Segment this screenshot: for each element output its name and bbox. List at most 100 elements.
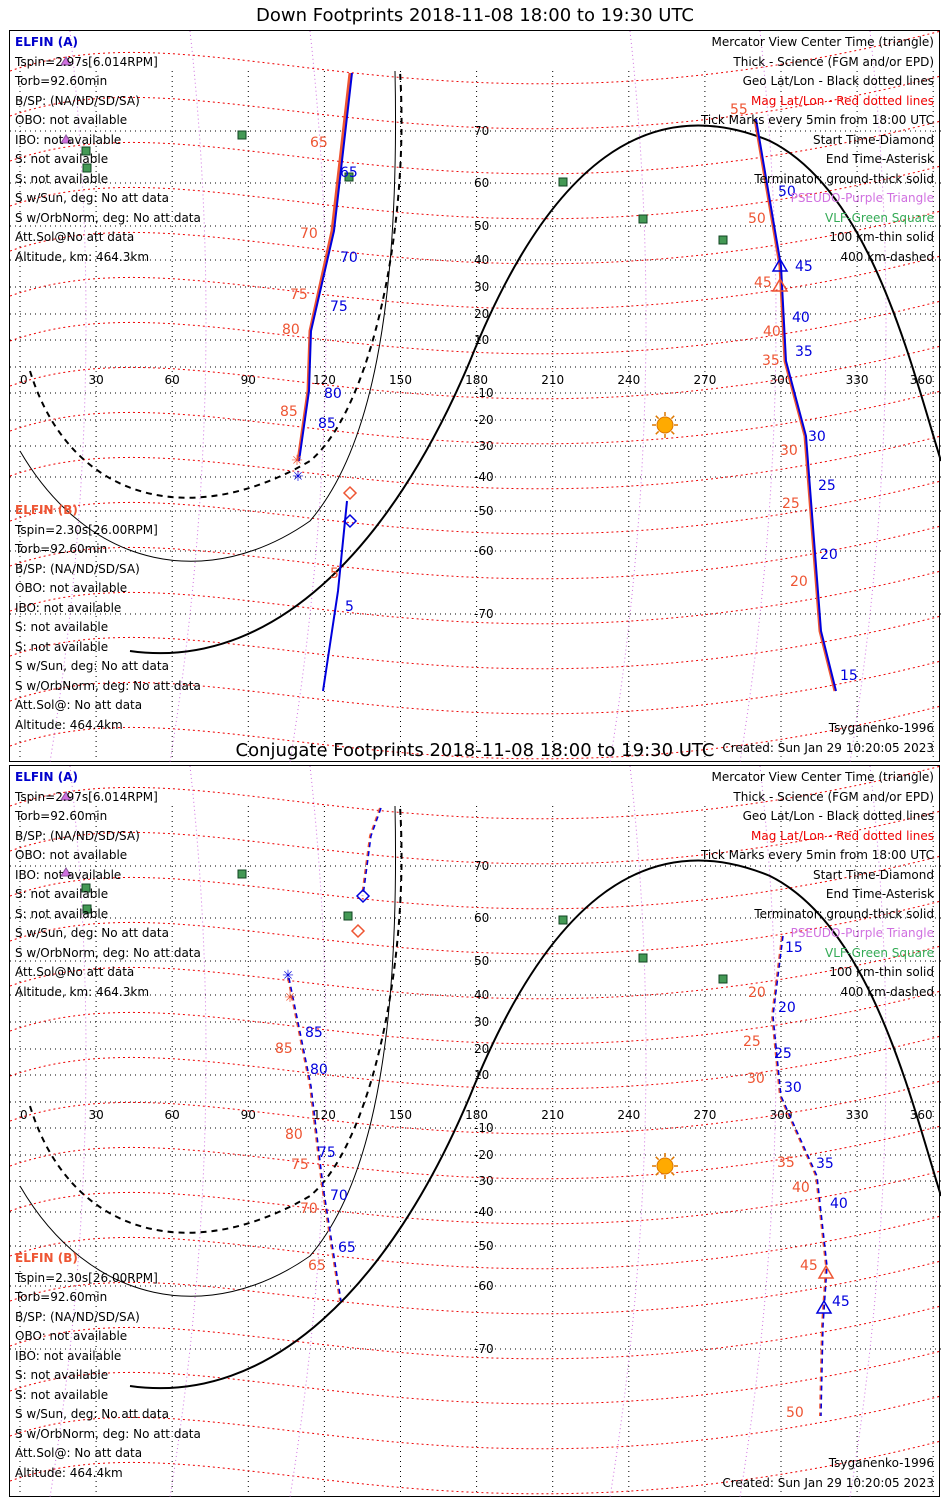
mlt-label-blue: 15 bbox=[785, 940, 803, 956]
lat-tick-label: -20 bbox=[474, 1148, 494, 1162]
mlt-label-blue: 85 bbox=[305, 1025, 323, 1041]
mlt-label-red: 40 bbox=[792, 1180, 810, 1196]
lon-tick-label: 0 bbox=[20, 1108, 28, 1122]
mlt-label-red: 85 bbox=[275, 1041, 293, 1057]
lon-tick-label: 330 bbox=[846, 373, 869, 387]
mlt-label-blue: 15 bbox=[840, 668, 858, 684]
elfin-a-start-diamond bbox=[342, 513, 358, 529]
mlt-label-blue: 35 bbox=[795, 344, 813, 360]
mag-latitude-line bbox=[10, 525, 941, 580]
mag-latitude-line bbox=[10, 120, 941, 175]
lon-tick-label: 210 bbox=[541, 373, 564, 387]
elfin-a-track-east bbox=[755, 118, 837, 692]
vlf-station-marker bbox=[638, 953, 648, 963]
info-line: S: not available bbox=[15, 639, 109, 654]
mlt-label-red: 65 bbox=[310, 135, 328, 151]
lon-tick-label: 30 bbox=[88, 1108, 103, 1122]
mag-latitude-line bbox=[10, 570, 941, 625]
elfin-a-info-down: ELFIN (A) Tspin=2.97s[6.014RPM] Torb=92.… bbox=[15, 33, 201, 267]
legend-line: Mercator View Center Time (triangle) bbox=[711, 35, 934, 49]
mag-grid bbox=[10, 31, 941, 763]
info-line: Torb=92.60min bbox=[15, 542, 108, 556]
lon-tick-label: 150 bbox=[389, 373, 412, 387]
info-line: IBO: not available bbox=[15, 867, 122, 882]
lat-tick-label: 30 bbox=[474, 280, 489, 294]
mag-latitude-line bbox=[10, 1080, 941, 1135]
mlt-label-blue: 20 bbox=[778, 1000, 796, 1016]
elfin-b-track bbox=[361, 807, 381, 897]
lon-tick-label: 270 bbox=[693, 373, 716, 387]
mlt-label-red: 20 bbox=[790, 574, 808, 590]
info-line: Tspin=2.97s[6.014RPM] bbox=[15, 54, 158, 69]
elfin-b-track-west bbox=[287, 977, 341, 1302]
info-line: S w/OrbNorm, deg: No att data bbox=[15, 1426, 201, 1441]
map-canvas-down: 0 30 60 90 120 150 180 210 240 270 300 330 360 70 60 50… bbox=[10, 31, 941, 763]
mag-latitude-line bbox=[10, 345, 941, 400]
elfin-a-end-asterisk: ✳ bbox=[292, 469, 304, 485]
model-info-conjugate: Tsyganenko-1996 Created: Sun Jan 29 10:2… bbox=[722, 1454, 934, 1493]
info-line: B/SP: (NA/ND/SD/SA) bbox=[15, 828, 140, 843]
mag-latitude-line bbox=[10, 165, 941, 220]
vlf-station-marker bbox=[343, 911, 353, 921]
lat-tick-label: -10 bbox=[474, 386, 494, 400]
lat-tick-label: -20 bbox=[474, 413, 494, 427]
sun-ray bbox=[670, 1171, 675, 1176]
mlt-label-red: 65 bbox=[308, 1258, 326, 1274]
pseudo-triangle-icon bbox=[60, 867, 72, 877]
mlt-label-blue: 5 bbox=[345, 599, 354, 615]
model-name: Tsyganenko-1996 bbox=[828, 1456, 934, 1470]
created-timestamp: Created: Sun Jan 29 10:20:05 2023 bbox=[722, 740, 934, 755]
legend-line: Terminator: ground-thick solid bbox=[754, 906, 934, 921]
lon-tick-label: 330 bbox=[846, 1108, 869, 1122]
mag-latitude-line bbox=[10, 945, 941, 1000]
mlt-label-blue: 35 bbox=[816, 1156, 834, 1172]
info-line: Altitude: 464.4km bbox=[15, 1465, 123, 1480]
elfin-a-start-diamond bbox=[355, 888, 371, 904]
mag-latitude-line bbox=[10, 900, 941, 955]
lat-tick-label: 20 bbox=[474, 307, 489, 321]
mlt-label-blue: 65 bbox=[338, 1240, 356, 1256]
info-line: Torb=92.60min bbox=[15, 74, 108, 88]
mlt-label-blue: 20 bbox=[820, 547, 838, 563]
sun-ray bbox=[655, 1171, 660, 1176]
lat-tick-label: -50 bbox=[474, 1239, 494, 1253]
lon-tick-label: 360 bbox=[910, 1108, 933, 1122]
mag-latitude-line bbox=[10, 705, 941, 760]
lon-tick-label: 90 bbox=[241, 1108, 256, 1122]
legend-line: Start Time-Diamond bbox=[812, 867, 934, 882]
lon-tick-label: 60 bbox=[165, 373, 180, 387]
elfin-a-center-triangle bbox=[815, 1299, 833, 1314]
panel-title-conjugate: Conjugate Footprints 2018-11-08 18:00 to… bbox=[235, 740, 715, 761]
mlt-label-blue: 65 bbox=[340, 165, 358, 181]
mlt-label-blue: 75 bbox=[330, 299, 348, 315]
elfin-a-track bbox=[298, 72, 353, 462]
vlf-station-marker bbox=[82, 163, 92, 173]
info-line: S w/OrbNorm, deg: No att data bbox=[15, 945, 201, 960]
legend-line: Start Time-Diamond bbox=[812, 132, 934, 147]
mlt-label-red: 50 bbox=[748, 211, 766, 227]
model-name: Tsyganenko-1996 bbox=[828, 721, 934, 735]
mlt-label-red: 5 bbox=[330, 566, 339, 582]
mag-latitude-line bbox=[10, 300, 941, 355]
mlt-label-blue: 75 bbox=[318, 1145, 336, 1161]
elfin-a-center-triangle bbox=[771, 257, 789, 272]
mlt-label-blue: 45 bbox=[832, 1294, 850, 1310]
elfin-b-label: ELFIN (B) bbox=[15, 503, 78, 517]
lon-tick-label: 60 bbox=[165, 1108, 180, 1122]
terminator bbox=[19, 70, 941, 655]
info-line: Att.Sol@: No att data bbox=[15, 1446, 143, 1460]
lat-tick-label: 30 bbox=[474, 1015, 489, 1029]
mag-latitude-line bbox=[10, 435, 941, 490]
pseudo-triangle-icon bbox=[60, 791, 72, 801]
mlt-label-red: 25 bbox=[782, 496, 800, 512]
elfin-b-track-east bbox=[770, 935, 828, 1417]
terminator-line bbox=[129, 124, 941, 655]
info-line: Altitude, km: 464.3km bbox=[15, 984, 150, 999]
vlf-station-marker bbox=[638, 214, 648, 224]
mlt-label-red: 85 bbox=[280, 404, 298, 420]
lat-tick-label: 50 bbox=[474, 954, 489, 968]
mag-latitude-line bbox=[10, 1215, 941, 1270]
info-line: IBO: not available bbox=[15, 1348, 122, 1363]
mlt-label-red: 45 bbox=[754, 275, 772, 291]
sun-ray bbox=[670, 1156, 675, 1161]
